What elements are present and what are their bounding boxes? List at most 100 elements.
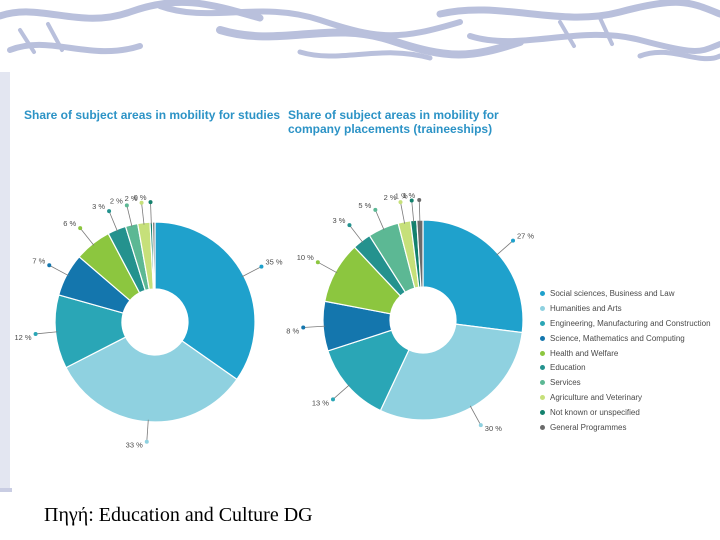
data-label: 35 % [265, 258, 282, 267]
leader-dot [511, 238, 516, 243]
leader-line [150, 202, 152, 225]
data-label: 30 % [485, 424, 502, 433]
leader-dot [417, 198, 422, 203]
leader-dot [301, 325, 306, 330]
donut-chart: 35 %33 %12 %7 %6 %3 %2 % 2 %0 % [14, 193, 282, 450]
leader-line [400, 202, 406, 224]
legend-swatch [540, 380, 545, 386]
data-label: 12 % [14, 333, 31, 342]
data-label: 1 % [402, 191, 415, 200]
leader-line [374, 209, 385, 231]
legend-label: Science, Mathematics and Computing [550, 333, 685, 343]
data-label: 33 % [126, 441, 143, 450]
legend-swatch [540, 365, 545, 371]
leader-line [317, 261, 338, 274]
chart-title-traineeships: Share of subject areas in mobility for c… [288, 108, 499, 136]
leader-line [79, 227, 95, 246]
legend-item: Not known or unspecified [540, 405, 711, 420]
pie-slice [379, 323, 523, 421]
leader-line [141, 202, 145, 225]
leader-dot [107, 209, 112, 214]
leader-line [469, 405, 482, 426]
legend-swatch [540, 335, 545, 341]
legend-item: Education [540, 360, 711, 375]
legend-label: Not known or unspecified [550, 408, 640, 418]
leader-line [126, 205, 133, 227]
leader-line [496, 240, 514, 256]
legend-item: Agriculture and Veterinary [540, 390, 711, 405]
leader-dot [47, 263, 52, 268]
leader-dot [139, 200, 144, 205]
leader-dot [347, 223, 352, 228]
legend-label: Health and Welfare [550, 348, 619, 358]
legend-swatch [540, 305, 545, 311]
legend-label: Agriculture and Veterinary [550, 393, 643, 403]
data-label: 6 % [63, 219, 76, 228]
data-label: 3 % [92, 202, 105, 211]
data-label: 2 % [384, 193, 397, 202]
data-label: 27 % [517, 232, 534, 241]
legend-label: Humanities and Arts [550, 303, 622, 313]
leader-line [411, 200, 415, 223]
legend-label: General Programmes [550, 422, 627, 432]
data-label: 10 % [297, 253, 314, 262]
data-label: 5 % [358, 201, 371, 210]
legend-label: Education [550, 363, 586, 373]
legend: Social sciences, Business and Law Humanit… [540, 286, 711, 435]
data-label: 2 % [125, 194, 138, 203]
data-label: 2 % [110, 196, 123, 205]
legend-item: Science, Mathematics and Computing [540, 331, 711, 346]
leader-dot [330, 397, 335, 402]
leader-dot [478, 423, 483, 428]
legend-label: Services [550, 378, 581, 388]
leader-dot [259, 264, 264, 269]
leader-dot [124, 203, 129, 208]
legend-swatch [540, 410, 545, 416]
chart-title-studies: Share of subject areas in mobility for s… [24, 108, 281, 122]
leader-dot [148, 200, 153, 205]
data-label: 7 % [32, 256, 45, 265]
legend-swatch [540, 290, 545, 296]
legend-label: Social sciences, Business and Law [550, 288, 675, 298]
leader-dot [398, 200, 403, 205]
legend-item: Services [540, 375, 711, 390]
leader-line [108, 210, 118, 232]
chart-figure: 35 % 33 % 12 % 7 % 6 % 3 % 2 % 2 % 0 % 27 % 30 % 13… [12, 72, 712, 492]
leader-dot [33, 331, 38, 336]
legend-item: Health and Welfare [540, 346, 711, 361]
legend-item: General Programmes [540, 420, 711, 435]
donut-hole [390, 287, 456, 353]
legend-swatch [540, 424, 545, 430]
side-accent-bar [0, 72, 10, 492]
leader-line [241, 266, 262, 278]
donut-chart: 27 %30 %13 %8 %10 %3 %5 %2 %1 %1 % [286, 191, 534, 433]
side-accent-tip [0, 488, 12, 492]
leader-line [418, 200, 421, 223]
legend-item: Humanities and Arts [540, 301, 711, 316]
legend-item: Social sciences, Business and Law [540, 286, 711, 301]
legend-item: Engineering, Manufacturing and Construct… [540, 316, 711, 331]
legend-swatch [540, 350, 545, 356]
leader-line [35, 331, 58, 335]
donut-hole [122, 289, 188, 355]
leader-line [303, 325, 326, 328]
decorative-banner [0, 0, 720, 62]
data-label: 8 % [286, 327, 299, 336]
leader-line [332, 384, 350, 400]
leader-dot [373, 207, 378, 212]
data-label: 1 % [395, 192, 408, 201]
data-label: 3 % [333, 216, 346, 225]
leader-dot [315, 260, 320, 265]
data-label: 13 % [312, 398, 329, 407]
leader-line [146, 419, 149, 442]
charts-canvas: 35 %33 %12 %7 %6 %3 %2 % 2 %0 %27 %30 %13… [14, 191, 534, 450]
source-caption: Πηγή: Education and Culture DG [44, 504, 313, 526]
legend-swatch [540, 395, 545, 401]
leader-dot [409, 198, 414, 203]
leader-dot [144, 439, 149, 444]
leader-dot [78, 226, 83, 231]
legend-label: Engineering, Manufacturing and Construct… [550, 318, 711, 328]
leader-line [349, 224, 364, 243]
data-label: 0 % [134, 193, 147, 202]
leader-line [49, 264, 69, 277]
